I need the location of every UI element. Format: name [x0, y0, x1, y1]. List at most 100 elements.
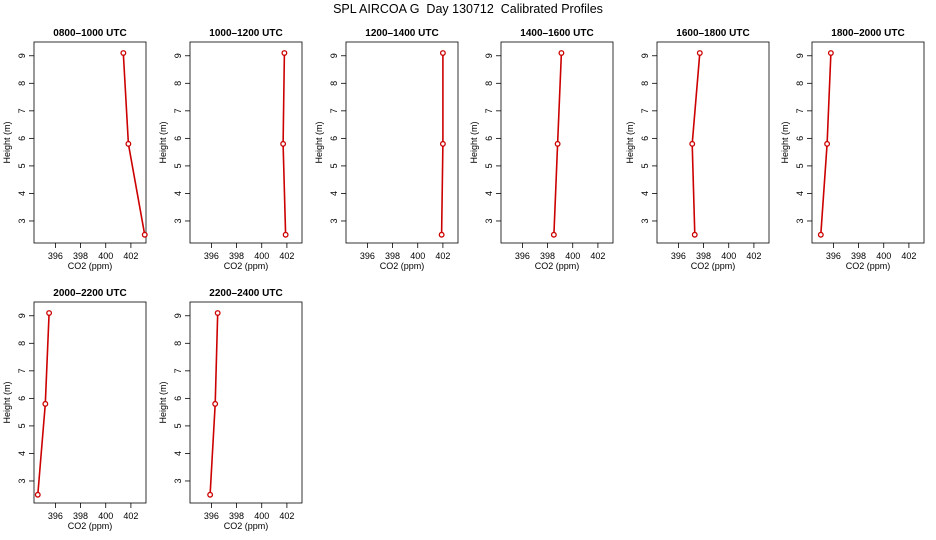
y-tick-label: 5 [173, 163, 183, 168]
y-tick-label: 6 [795, 136, 805, 141]
y-tick-label: 5 [329, 163, 339, 168]
y-tick-label: 4 [640, 191, 650, 196]
y-tick-label: 5 [640, 163, 650, 168]
data-point [280, 140, 287, 147]
x-tick-label: 396 [204, 511, 219, 521]
profile-panel: 1200–1400 UTC 396 398 400 402 3 4 5 6 7 8 9 CO2 (ppm… [314, 28, 459, 271]
x-axis-label: CO2 (ppm) [68, 521, 113, 531]
profile-panel: 2000–2200 UTC 396 398 400 402 3 4 5 6 7 8 9 CO2 (ppm… [2, 288, 147, 531]
x-tick-label: 398 [540, 251, 555, 261]
y-tick-label: 8 [329, 81, 339, 86]
y-tick-label: 9 [484, 53, 494, 58]
y-tick-label: 6 [484, 136, 494, 141]
x-tick-label: 398 [385, 251, 400, 261]
plot-frame [656, 41, 770, 244]
data-point [691, 231, 698, 238]
x-tick-label: 398 [73, 511, 88, 521]
y-tick-label: 9 [17, 313, 27, 318]
panel-title: 0800–1000 UTC [53, 28, 126, 39]
y-tick-label: 9 [173, 53, 183, 58]
x-tick-label: 402 [279, 251, 294, 261]
x-tick-label: 400 [98, 251, 113, 261]
y-tick-label: 9 [329, 53, 339, 58]
x-tick-label: 398 [229, 511, 244, 521]
data-point [141, 231, 148, 238]
y-tick-label: 7 [173, 368, 183, 373]
y-tick-label: 5 [17, 423, 27, 428]
y-tick-label: 5 [173, 423, 183, 428]
y-tick-label: 6 [329, 136, 339, 141]
x-tick-label: 402 [123, 511, 138, 521]
x-tick-label: 398 [229, 251, 244, 261]
plot-frame [811, 41, 925, 244]
y-tick-label: 4 [173, 451, 183, 456]
data-point [438, 231, 445, 238]
y-tick-label: 8 [173, 341, 183, 346]
profile-panel: 1000–1200 UTC 396 398 400 402 3 4 5 6 7 8 9 CO2 (ppm… [158, 28, 303, 271]
data-point [42, 400, 49, 407]
data-point [689, 140, 696, 147]
y-tick-label: 5 [484, 163, 494, 168]
panel-title: 1800–2000 UTC [831, 28, 904, 39]
x-tick-label: 396 [826, 251, 841, 261]
y-tick-label: 8 [173, 81, 183, 86]
x-tick-label: 402 [590, 251, 605, 261]
y-tick-label: 9 [173, 313, 183, 318]
y-tick-label: 3 [17, 218, 27, 223]
profile-panel: 1600–1800 UTC 396 398 400 402 3 4 5 6 7 8 9 CO2 (ppm… [625, 28, 770, 271]
y-tick-label: 5 [795, 163, 805, 168]
y-tick-label: 3 [795, 218, 805, 223]
y-tick-label: 7 [17, 368, 27, 373]
data-point [281, 50, 288, 56]
x-axis-label: CO2 (ppm) [691, 261, 736, 271]
x-axis-label: CO2 (ppm) [68, 261, 113, 271]
profile-panel: 2200–2400 UTC 396 398 400 402 3 4 5 6 7 8 9 CO2 (ppm… [158, 288, 303, 531]
x-axis-label: CO2 (ppm) [846, 261, 891, 271]
x-axis-label: CO2 (ppm) [224, 521, 269, 531]
y-axis-label: Height (m) [2, 381, 12, 423]
y-axis-label: Height (m) [469, 121, 479, 163]
y-tick-label: 9 [17, 53, 27, 58]
y-tick-label: 3 [173, 478, 183, 483]
plot-frame [189, 301, 303, 504]
x-tick-label: 402 [746, 251, 761, 261]
y-tick-label: 5 [17, 163, 27, 168]
data-point [550, 231, 557, 238]
data-point [817, 231, 824, 238]
y-tick-label: 8 [795, 81, 805, 86]
x-tick-label: 396 [671, 251, 686, 261]
plot-frame [500, 41, 614, 244]
y-axis-label: Height (m) [780, 121, 790, 163]
profile-panel: 1400–1600 UTC 396 398 400 402 3 4 5 6 7 8 9 CO2 (ppm… [469, 28, 614, 271]
y-axis-label: Height (m) [314, 121, 324, 163]
x-tick-label: 400 [721, 251, 736, 261]
x-tick-label: 396 [515, 251, 530, 261]
profile-panel: 1800–2000 UTC 396 398 400 402 3 4 5 6 7 8 9 CO2 (ppm… [780, 28, 925, 271]
plot-frame [33, 301, 147, 504]
data-point [207, 491, 214, 498]
y-tick-label: 9 [795, 53, 805, 58]
y-tick-label: 4 [329, 191, 339, 196]
data-point [212, 400, 219, 407]
x-tick-label: 398 [696, 251, 711, 261]
y-tick-label: 9 [640, 53, 650, 58]
panel-title: 1200–1400 UTC [365, 28, 438, 39]
y-tick-label: 4 [17, 451, 27, 456]
panel-title: 1400–1600 UTC [520, 28, 593, 39]
x-tick-label: 400 [254, 251, 269, 261]
plot-frame [345, 41, 459, 244]
x-tick-label: 396 [48, 511, 63, 521]
data-point [696, 50, 703, 56]
data-point [46, 310, 53, 316]
y-tick-label: 8 [484, 81, 494, 86]
data-point [125, 140, 132, 147]
y-tick-label: 4 [173, 191, 183, 196]
x-tick-label: 402 [123, 251, 138, 261]
data-point [120, 50, 127, 56]
y-tick-label: 6 [17, 396, 27, 401]
y-tick-label: 7 [640, 108, 650, 113]
x-tick-label: 402 [901, 251, 916, 261]
y-tick-label: 6 [17, 136, 27, 141]
y-tick-label: 3 [17, 478, 27, 483]
